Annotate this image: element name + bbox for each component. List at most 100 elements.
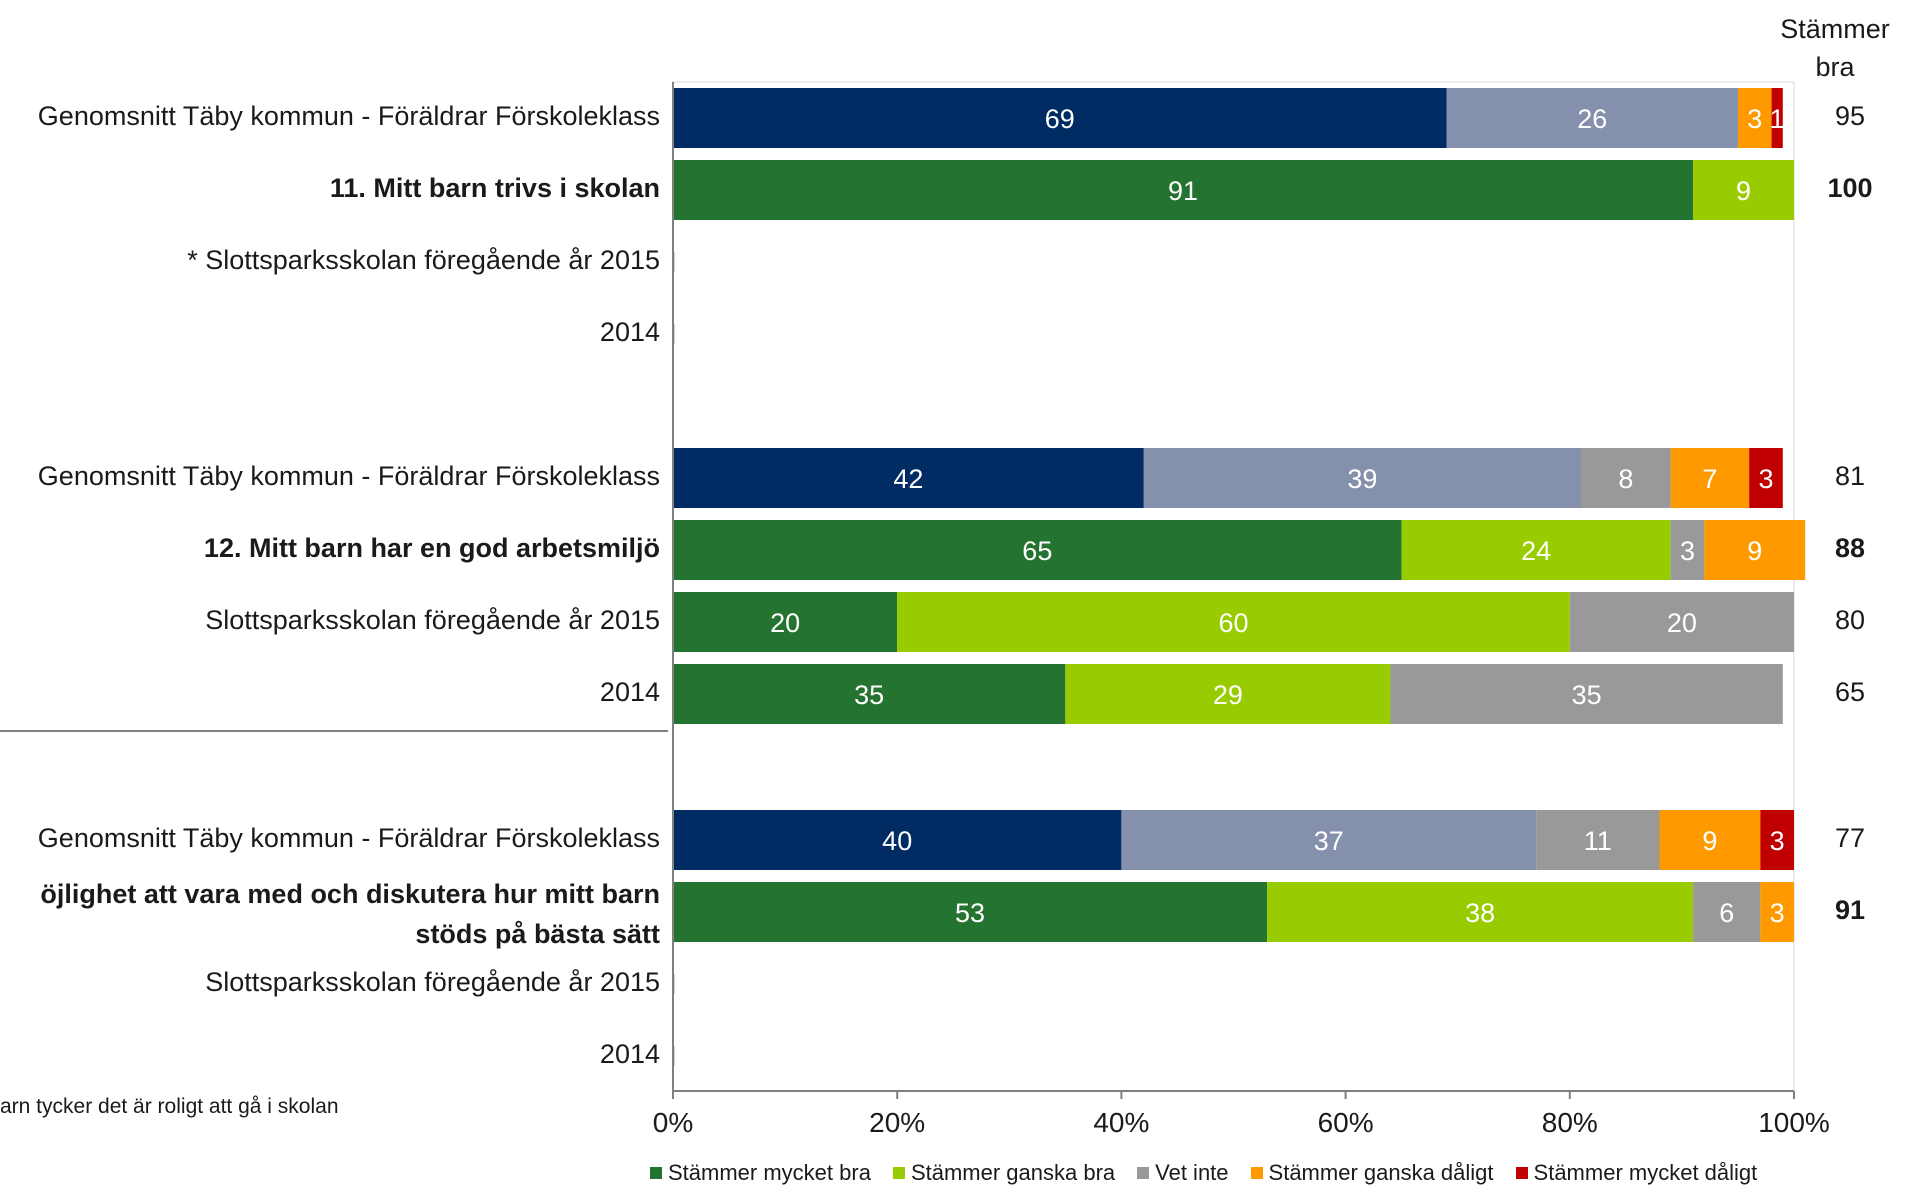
bar-segment [1670,520,1705,580]
bar-segment [1771,88,1783,148]
legend-swatch [1137,1167,1150,1179]
total-column-header: Stämmer bra [1775,10,1895,86]
legend-item: Stämmer ganska bra [892,1160,1116,1186]
bar-segment [1390,664,1783,724]
row-total: 91 [1834,895,1866,925]
row-total: 100 [1827,173,1873,203]
bar-segment [673,882,1268,942]
bar-value-label: 53 [955,898,985,928]
legend-item: Stämmer ganska dåligt [1250,1160,1494,1186]
bar-segment [1659,810,1761,870]
bar-value-label: 3 [1747,104,1762,134]
bar-value-label: 9 [1736,176,1751,206]
bar-segment [1704,520,1806,580]
legend-swatch [1515,1167,1528,1179]
bar-value-label: 8 [1618,464,1633,494]
bar-value-label: 20 [1667,608,1697,638]
bar-segment [1737,88,1772,148]
row-label: * Slottsparksskolan föregående år 2015 [187,245,660,275]
bar-segment [673,160,1694,220]
bar-segment [1536,810,1660,870]
bar-value-label: 37 [1314,826,1344,856]
legend-swatch [650,1167,662,1179]
bar-value-label: 1 [1770,104,1785,134]
legend-label: Vet inte [1155,1160,1229,1185]
bar-segment [1143,448,1582,508]
legend-item: Stämmer mycket dåligt [1515,1160,1758,1186]
bar-value-label: 39 [1347,464,1377,494]
x-tick-label: 80% [1541,1107,1598,1138]
row-total: 88 [1834,533,1866,563]
row-label-line1: öjlighet att vara med och diskutera hur … [40,879,660,909]
legend-label: Stämmer ganska dåligt [1268,1160,1494,1185]
bar-value-label: 69 [1045,104,1075,134]
bar-value-label: 9 [1702,826,1717,856]
bar-segment [1670,448,1750,508]
row-label: Genomsnitt Täby kommun - Föräldrar Försk… [37,823,660,853]
bar-value-label: 42 [893,464,923,494]
x-tick-label: 60% [1317,1107,1374,1138]
legend-label: Stämmer ganska bra [910,1160,1116,1185]
legend-label: Stämmer mycket bra [668,1160,871,1185]
bar-value-label: 65 [1022,536,1052,566]
bar-segment [673,448,1144,508]
bar-segment [1749,448,1783,508]
bar-value-label: 9 [1747,536,1762,566]
total-header-line2: bra [1815,52,1855,82]
bar-value-label: 3 [1680,536,1695,566]
legend: Stämmer mycket bra Stämmer ganska bra Vet … [650,1160,1757,1186]
bar-value-label: 38 [1465,898,1495,928]
bar-segment [1065,664,1391,724]
bar-segment [673,520,1402,580]
bar-value-label: 11 [1584,826,1612,856]
bar-value-label: 3 [1770,898,1785,928]
legend-label: Stämmer mycket dåligt [1533,1160,1758,1185]
bar-value-label: 24 [1521,536,1551,566]
bar-segment [1569,592,1794,652]
row-label: 12. Mitt barn har en god arbetsmiljö [203,533,660,563]
bar-value-label: 40 [882,826,912,856]
x-tick-label: 0% [652,1107,694,1138]
row-label: 2014 [599,1039,660,1069]
bar-segment [673,664,1066,724]
bar-segment [897,592,1570,652]
bar-value-label: 6 [1719,898,1734,928]
row-total: 81 [1834,461,1866,491]
row-total: 95 [1834,101,1866,131]
bar-value-label: 91 [1168,176,1198,206]
legend-swatch [892,1167,905,1179]
bar-segment [1581,448,1671,508]
bar-segment [1760,810,1794,870]
bar-segment [673,592,898,652]
total-header-line1: Stämmer [1780,14,1890,44]
row-label: Slottsparksskolan föregående år 2015 [205,967,660,997]
bar-segment [1267,882,1694,942]
row-total: 80 [1834,605,1866,635]
bar-segment [1693,882,1761,942]
row-label: 11. Mitt barn trivs i skolan [329,173,660,203]
bar-value-label: 3 [1758,464,1773,494]
bar-value-label: 20 [770,608,800,638]
row-label: Slottsparksskolan föregående år 2015 [205,605,660,635]
x-tick-label: 100% [1758,1107,1830,1138]
bar-value-label: 3 [1770,826,1785,856]
bar-value-label: 60 [1218,608,1248,638]
row-label-line2: stöds på bästa sätt [415,919,660,949]
row-label: Genomsnitt Täby kommun - Föräldrar Försk… [37,101,660,131]
bar-segment [1121,810,1537,870]
bar-value-label: 35 [854,680,884,710]
bar-segment [1401,520,1671,580]
bar-segment [673,810,1122,870]
row-label: Genomsnitt Täby kommun - Föräldrar Försk… [37,461,660,491]
bar-segment [673,88,1447,148]
row-total: 77 [1834,823,1866,853]
bar-value-label: 35 [1572,680,1602,710]
bar-value-label: 29 [1213,680,1243,710]
row-label: 2014 [599,677,660,707]
x-tick-label: 40% [1093,1107,1150,1138]
bar-value-label: 7 [1702,464,1717,494]
bar-segment [1446,88,1738,148]
x-tick-label: 20% [869,1107,926,1138]
bar-segment [1760,882,1794,942]
